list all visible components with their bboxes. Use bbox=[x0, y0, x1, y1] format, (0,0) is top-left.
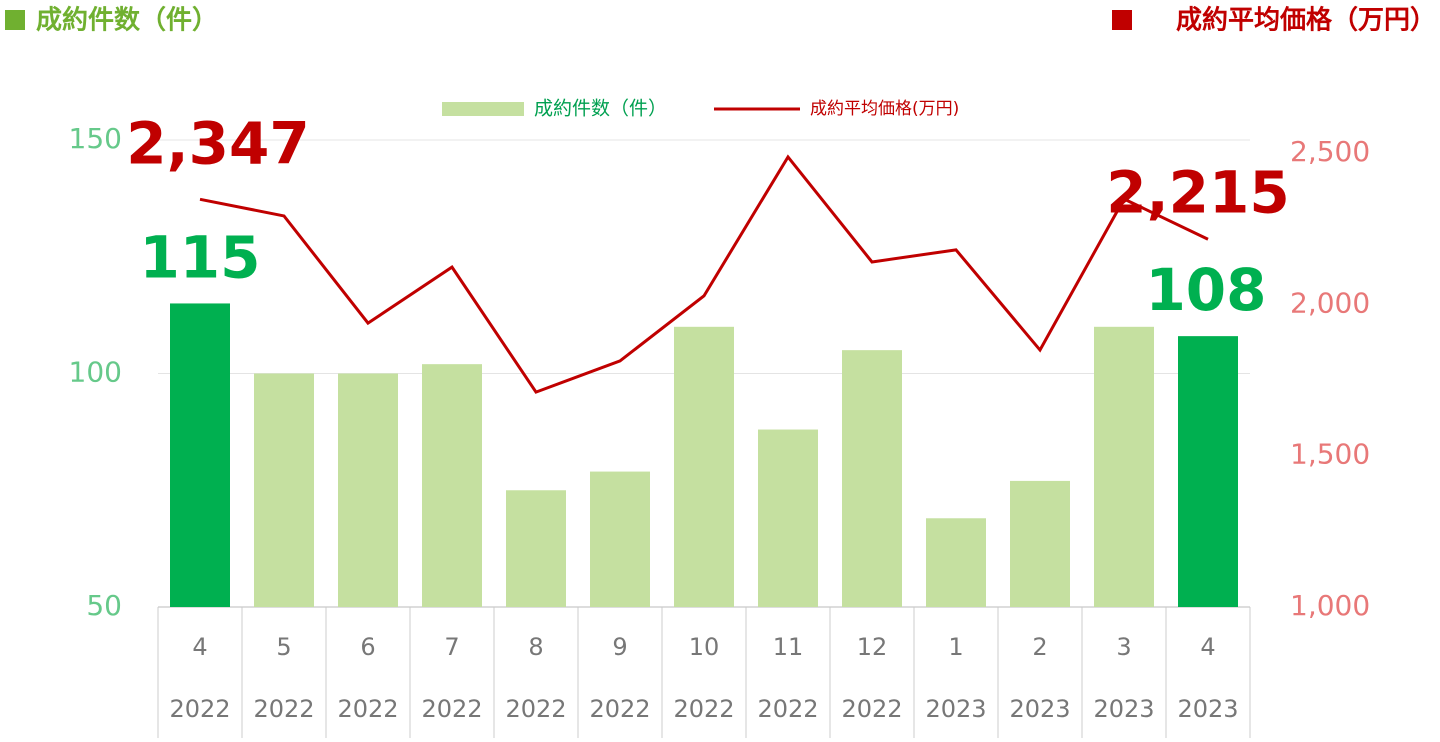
x-tick-label: 2 bbox=[1032, 633, 1047, 661]
y2-tick-label: 1,500 bbox=[1290, 438, 1370, 471]
line-value-label: 2,347 bbox=[126, 109, 309, 177]
header-marker bbox=[1112, 10, 1132, 30]
x-tick-label: 6 bbox=[360, 633, 375, 661]
bar bbox=[758, 429, 818, 607]
x-tick-label: 4 bbox=[1200, 633, 1215, 661]
bar bbox=[1010, 480, 1070, 607]
bar bbox=[170, 303, 230, 607]
x-year-label: 2022 bbox=[757, 695, 818, 723]
bar bbox=[1178, 336, 1238, 607]
line bbox=[199, 154, 1209, 394]
x-tick-label: 3 bbox=[1116, 633, 1131, 661]
bar bbox=[338, 373, 398, 607]
x-tick-label: 11 bbox=[773, 633, 804, 661]
legend-label: 成約件数（件） bbox=[534, 98, 667, 120]
left-header: 成約件数（件） bbox=[36, 5, 218, 36]
y2-tick-label: 1,000 bbox=[1290, 589, 1370, 622]
line-value-label: 2,215 bbox=[1106, 158, 1289, 226]
right-header: 成約平均価格（万円） bbox=[1176, 5, 1436, 36]
x-year-label: 2022 bbox=[841, 695, 902, 723]
x-year-label: 2022 bbox=[589, 695, 650, 723]
x-year-label: 2022 bbox=[337, 695, 398, 723]
x-tick-label: 12 bbox=[857, 633, 888, 661]
x-tick-label: 4 bbox=[192, 633, 207, 661]
y2-tick-label: 2,000 bbox=[1290, 286, 1370, 319]
bar bbox=[926, 518, 986, 607]
bar bbox=[674, 326, 734, 607]
header-marker bbox=[5, 10, 25, 30]
y2-tick-label: 2,500 bbox=[1290, 135, 1370, 168]
x-tick-label: 5 bbox=[276, 633, 291, 661]
bar bbox=[506, 490, 566, 607]
bar bbox=[842, 350, 902, 607]
y-tick-label: 100 bbox=[69, 356, 122, 389]
y-tick-label: 150 bbox=[69, 122, 122, 155]
x-tick-label: 7 bbox=[444, 633, 459, 661]
x-year-label: 2023 bbox=[1093, 695, 1154, 723]
x-year-label: 2022 bbox=[169, 695, 230, 723]
legend-swatch bbox=[442, 102, 524, 116]
x-year-label: 2023 bbox=[1177, 695, 1238, 723]
x-year-label: 2022 bbox=[421, 695, 482, 723]
x-tick-label: 1 bbox=[948, 633, 963, 661]
x-year-label: 2022 bbox=[253, 695, 314, 723]
bar bbox=[422, 364, 482, 607]
x-year-label: 2022 bbox=[673, 695, 734, 723]
bar-value-label: 115 bbox=[139, 224, 260, 292]
bar bbox=[590, 471, 650, 607]
legend-label: 成約平均価格(万円) bbox=[810, 99, 959, 119]
bar bbox=[1094, 326, 1154, 607]
bar-value-label: 108 bbox=[1145, 256, 1266, 324]
x-year-label: 2023 bbox=[925, 695, 986, 723]
x-year-label: 2023 bbox=[1009, 695, 1070, 723]
x-tick-label: 8 bbox=[528, 633, 543, 661]
x-tick-label: 9 bbox=[612, 633, 627, 661]
x-tick-label: 10 bbox=[689, 633, 720, 661]
x-year-label: 2022 bbox=[505, 695, 566, 723]
y-tick-label: 50 bbox=[86, 589, 122, 622]
bar bbox=[254, 373, 314, 607]
